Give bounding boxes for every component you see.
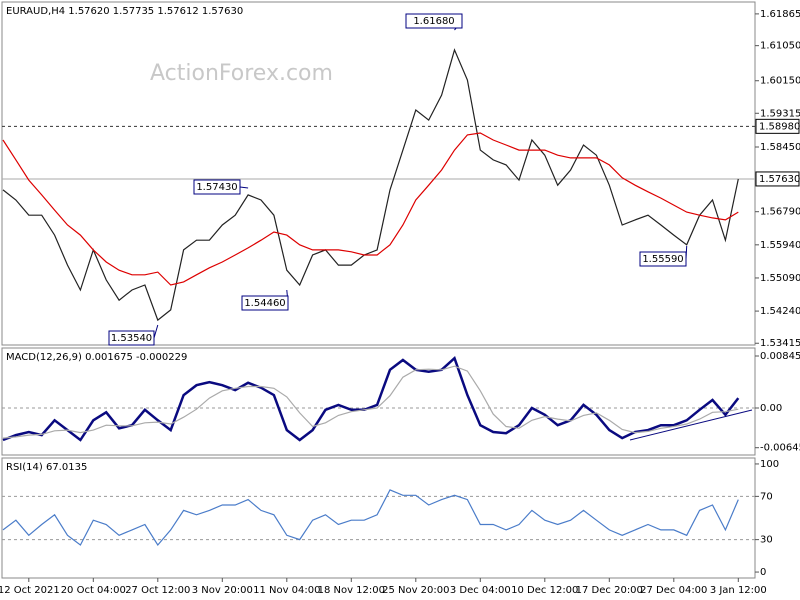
y-tick-label: 1.55090: [760, 273, 800, 284]
annotation-box: [405, 13, 463, 29]
annotation: 1.53540: [111, 333, 152, 344]
y-tick-label: 100: [760, 459, 779, 470]
y-tick-label: 1.58450: [760, 142, 800, 153]
annotation-box: [639, 251, 687, 267]
annotation: 1.57430: [196, 182, 237, 193]
level-label: 1.58980: [759, 121, 800, 132]
y-tick-label: 0.00845: [760, 351, 800, 362]
panel-title: MACD(12,26,9) 0.001675 -0.000229: [6, 352, 187, 363]
x-tick-label: 12 Oct 2021: [0, 585, 60, 596]
y-tick-label: 1.61865: [760, 9, 800, 20]
level-label: 1.57630: [759, 174, 800, 185]
annotation-box: [241, 295, 289, 311]
series-line: [2, 489, 739, 547]
series-line: [2, 356, 740, 442]
x-tick-label: 20 Oct 04:00: [61, 585, 126, 596]
y-tick-label: 0.00: [760, 403, 782, 414]
x-tick-label: 27 Oct 12:00: [125, 585, 190, 596]
x-tick-label: 17 Dec 20:00: [576, 585, 643, 596]
annotation: 1.61680: [413, 16, 454, 27]
level-box: [755, 118, 800, 134]
x-tick-label: 3 Dec 04:00: [450, 585, 511, 596]
y-tick-label: 1.61050: [760, 41, 800, 52]
series-line: [2, 132, 739, 286]
panel-frame: [1, 457, 756, 579]
annotation-box: [108, 330, 155, 346]
x-tick-label: 27 Dec 04:00: [640, 585, 707, 596]
panel-frame: [1, 1, 756, 346]
watermark: ActionForex.com: [150, 61, 333, 86]
level-box: [755, 171, 800, 187]
panel-title: RSI(14) 67.0135: [6, 462, 87, 473]
y-tick-label: 70: [760, 491, 773, 502]
x-tick-label: 10 Dec 12:00: [511, 585, 578, 596]
x-tick-label: 3 Nov 20:00: [192, 585, 253, 596]
panel-title: EURAUD,H4 1.57620 1.57735 1.57612 1.5763…: [6, 6, 243, 17]
trend-line: [629, 409, 753, 441]
y-tick-label: 1.60150: [760, 76, 800, 87]
x-tick-label: 18 Nov 12:00: [318, 585, 385, 596]
annotation-box: [193, 179, 241, 195]
series-line: [2, 48, 739, 322]
y-tick-label: 0: [760, 567, 766, 578]
x-tick-label: 11 Nov 04:00: [253, 585, 320, 596]
annotation: 1.55590: [642, 254, 683, 265]
annotation-connector: [239, 186, 249, 189]
series-line: [2, 365, 739, 439]
x-tick-label: 3 Jan 12:00: [710, 585, 767, 596]
y-tick-label: -0.006454: [760, 443, 800, 454]
y-tick-label: 1.55940: [760, 240, 800, 251]
y-tick-label: 1.56790: [760, 207, 800, 218]
x-tick-label: 25 Nov 20:00: [382, 585, 449, 596]
y-tick-label: 1.53415: [760, 338, 800, 349]
y-tick-label: 30: [760, 535, 773, 546]
y-tick-label: 1.54240: [760, 306, 800, 317]
y-tick-label: 1.59315: [760, 108, 800, 119]
annotation: 1.54460: [244, 298, 285, 309]
annotation-connector: [153, 324, 159, 339]
